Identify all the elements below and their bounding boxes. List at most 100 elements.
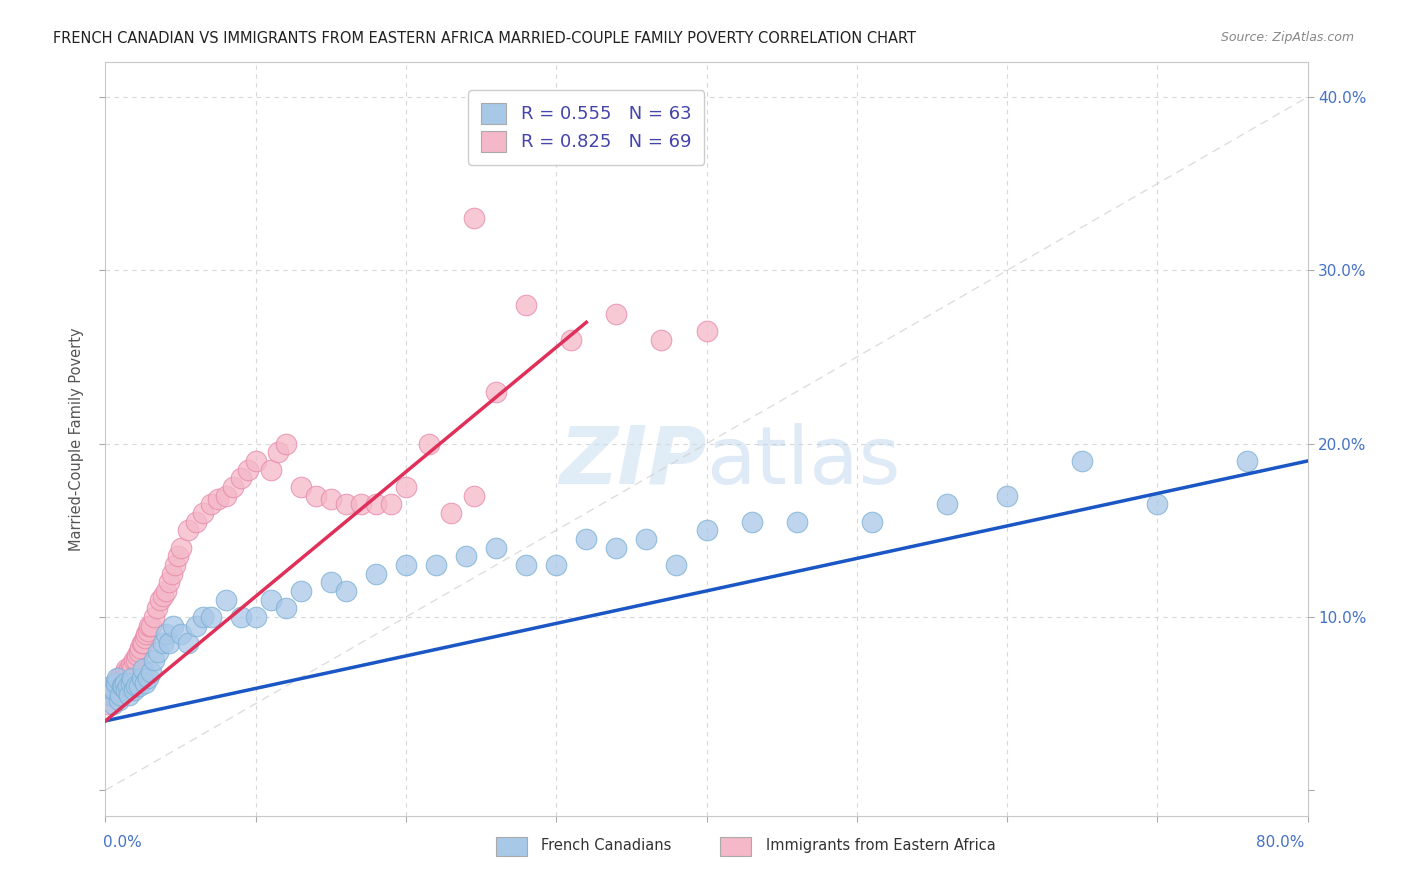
Point <box>267 445 290 459</box>
Point <box>169 541 191 555</box>
Point <box>124 679 146 693</box>
Point <box>139 665 162 680</box>
Text: Source: ZipAtlas.com: Source: ZipAtlas.com <box>1220 31 1354 45</box>
Point <box>696 523 718 537</box>
Y-axis label: Married-Couple Family Poverty: Married-Couple Family Poverty <box>69 327 84 551</box>
Point <box>786 515 808 529</box>
Point <box>184 618 207 632</box>
Point <box>335 497 357 511</box>
Point <box>152 589 174 603</box>
Point <box>260 462 283 476</box>
Point <box>605 541 627 555</box>
Point <box>134 631 156 645</box>
Point <box>229 471 252 485</box>
Point <box>319 492 342 507</box>
Point <box>115 682 138 697</box>
Point <box>560 333 582 347</box>
Point <box>110 671 132 685</box>
Point <box>107 671 129 685</box>
Point <box>132 662 155 676</box>
Point <box>104 679 127 693</box>
Point <box>117 665 139 680</box>
Point <box>364 497 387 511</box>
Point <box>145 601 167 615</box>
Point <box>222 480 245 494</box>
Point <box>575 532 598 546</box>
Point <box>191 610 214 624</box>
Point <box>191 506 214 520</box>
Point <box>395 558 418 572</box>
Point <box>163 558 186 572</box>
Legend: R = 0.555   N = 63, R = 0.825   N = 69: R = 0.555 N = 63, R = 0.825 N = 69 <box>468 90 704 164</box>
Point <box>546 558 568 572</box>
Point <box>515 558 537 572</box>
Point <box>139 618 162 632</box>
Point <box>650 333 672 347</box>
Point <box>110 688 132 702</box>
Point <box>274 436 297 450</box>
Point <box>121 662 143 676</box>
Point <box>129 641 152 656</box>
Point <box>207 492 229 507</box>
Point <box>456 549 478 564</box>
Point <box>463 489 485 503</box>
Point <box>122 653 145 667</box>
Point <box>125 648 148 662</box>
Point <box>112 679 135 693</box>
Point <box>124 653 146 667</box>
Point <box>160 566 183 581</box>
Point <box>335 583 357 598</box>
Point <box>138 618 160 632</box>
Point <box>319 575 342 590</box>
Point <box>111 679 134 693</box>
Point <box>101 697 124 711</box>
Point <box>214 592 236 607</box>
Point <box>117 679 139 693</box>
Point <box>108 671 131 685</box>
Point <box>200 497 222 511</box>
Point <box>101 682 124 697</box>
Point <box>1071 454 1094 468</box>
Point <box>100 679 122 693</box>
Point <box>108 693 131 707</box>
Point <box>245 610 267 624</box>
Point <box>135 627 157 641</box>
Point <box>122 682 145 697</box>
Point <box>485 541 508 555</box>
Point <box>162 618 184 632</box>
Point <box>418 436 440 450</box>
Point <box>169 627 191 641</box>
Point <box>120 658 142 673</box>
Point <box>118 662 141 676</box>
Point <box>177 636 200 650</box>
Point <box>131 671 153 685</box>
Point <box>103 682 125 697</box>
Point <box>636 532 658 546</box>
Point <box>696 324 718 338</box>
Point <box>177 523 200 537</box>
Point <box>260 592 283 607</box>
Text: 80.0%: 80.0% <box>1257 836 1305 850</box>
Point <box>118 688 141 702</box>
Point <box>425 558 447 572</box>
Point <box>98 688 121 702</box>
Point <box>100 688 122 702</box>
Point <box>229 610 252 624</box>
Point <box>860 515 883 529</box>
Point <box>128 679 150 693</box>
Point <box>395 480 418 494</box>
Text: French Canadians: French Canadians <box>541 838 672 853</box>
Point <box>214 489 236 503</box>
Point <box>114 675 136 690</box>
Point <box>200 610 222 624</box>
Point <box>290 480 312 494</box>
Point <box>112 671 135 685</box>
Point <box>184 515 207 529</box>
Point <box>136 624 159 638</box>
Point <box>131 636 153 650</box>
Point <box>665 558 688 572</box>
Text: atlas: atlas <box>707 423 901 501</box>
Point <box>936 497 959 511</box>
Point <box>103 679 125 693</box>
Point <box>120 675 142 690</box>
